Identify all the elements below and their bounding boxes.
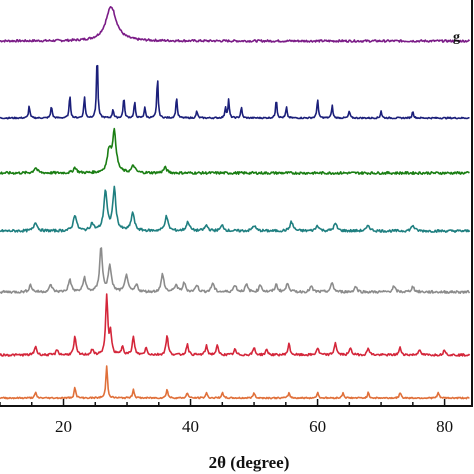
series-line-7 <box>0 365 470 400</box>
series-line-5 <box>0 247 471 295</box>
x-tick-label: 60 <box>309 417 326 436</box>
series-line-2 <box>0 64 470 120</box>
x-ticks: 20 40 60 80 <box>0 399 453 436</box>
x-axis-title: 2θ (degree) <box>209 453 290 472</box>
x-tick-label: 80 <box>436 417 453 436</box>
series-label-g: g <box>453 30 460 45</box>
x-tick-label: 20 <box>55 417 72 436</box>
series-line-3 <box>0 127 470 176</box>
series-line-1 <box>0 6 471 43</box>
series-line-6 <box>0 293 471 357</box>
x-tick-label: 40 <box>182 417 199 436</box>
series-line-4 <box>0 185 471 233</box>
plot-frame <box>0 0 473 407</box>
series-group <box>0 6 471 400</box>
